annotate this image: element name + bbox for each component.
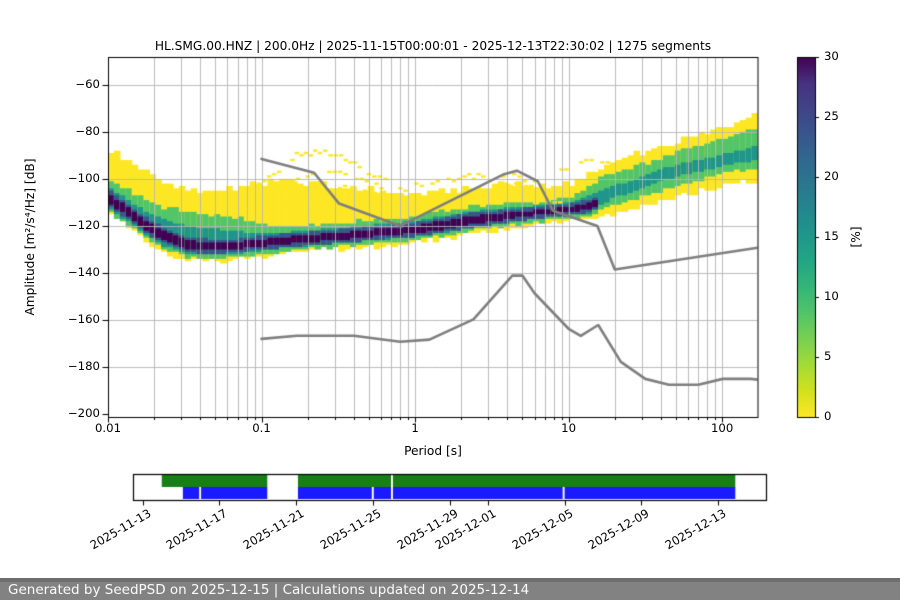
x-tick-label: 0.01	[94, 421, 122, 435]
footer-status-bar: Generated by SeedPSD on 2025-12-15 | Cal…	[0, 578, 900, 600]
colorbar-tick-label: 5	[824, 349, 832, 363]
x-tick-label: 0.1	[252, 421, 271, 435]
y-tick-label: −160	[67, 312, 100, 327]
colorbar-tick-label: 15	[824, 229, 839, 243]
footer-text: Generated by SeedPSD on 2025-12-15 | Cal…	[8, 582, 530, 598]
colorbar-tick-label: 25	[824, 109, 839, 123]
y-tick-label: −100	[67, 170, 100, 185]
y-tick-label: −120	[67, 217, 100, 232]
colorbar-tick-label: 0	[824, 409, 832, 423]
colorbar-tick-label: 20	[824, 169, 839, 183]
y-axis-label: Amplitude [m²/s⁴/Hz] [dB]	[22, 158, 37, 316]
plot-title: HL.SMG.00.HNZ | 200.0Hz | 2025-11-15T00:…	[154, 39, 712, 53]
x-tick-label: 1	[411, 421, 419, 435]
x-axis-label: Period [s]	[404, 444, 462, 458]
y-tick-label: −200	[67, 406, 100, 421]
y-tick-label: −140	[67, 265, 100, 279]
colorbar-tick-label: 10	[824, 289, 839, 303]
y-tick-label: −80	[75, 123, 100, 138]
x-tick-label: 100	[710, 421, 734, 435]
colorbar-tick-label: 30	[824, 49, 839, 63]
y-tick-label: −60	[75, 76, 100, 91]
colorbar-label: [%]	[848, 226, 863, 248]
y-tick-label: −180	[67, 359, 100, 374]
x-tick-label: 10	[561, 421, 577, 435]
